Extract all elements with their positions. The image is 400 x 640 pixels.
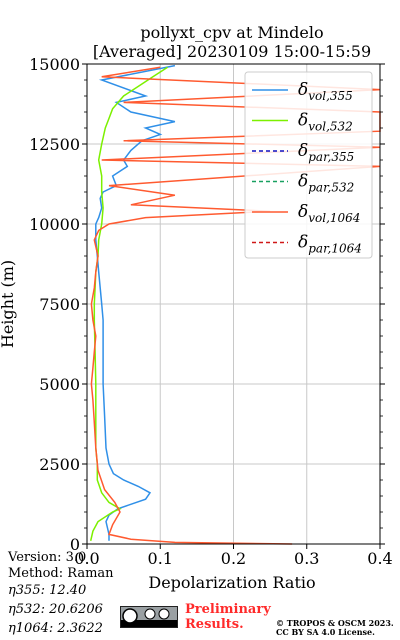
y-tick-label: 10000	[29, 215, 80, 234]
series-line-vol-1064	[90, 66, 381, 545]
x-tick-label: 0.1	[148, 549, 173, 568]
preliminary-line-1: Preliminary	[185, 602, 271, 617]
x-tick-label: 0.4	[367, 549, 392, 568]
chart-title: pollyxt_cpv at Mindelo	[140, 23, 323, 42]
legend-label: δpar,532	[298, 172, 354, 195]
preliminary-notice: Preliminary Results.	[185, 602, 271, 632]
y-tick-label: 7500	[39, 295, 80, 314]
legend-label: δpar,1064	[298, 233, 362, 256]
y-tick-label: 12500	[29, 135, 80, 154]
cc-license-logo	[120, 606, 178, 628]
x-axis-label: Depolarization Ratio	[148, 573, 315, 592]
y-tick-label: 15000	[29, 55, 80, 74]
series-lines	[89, 64, 381, 545]
legend-label: δvol,532	[298, 111, 353, 134]
series-line-vol-355	[95, 64, 176, 541]
legend: δvol,355 δvol,532 δpar,355 δpar,532 δvol,106…	[244, 71, 373, 259]
method-label: Method: Raman	[8, 566, 114, 581]
chart-subtitle: [Averaged] 20230109 15:00-15:59	[93, 42, 371, 61]
y-tick-label: 5000	[39, 375, 80, 394]
y-axis-label: Height (m)	[0, 260, 17, 348]
y-tick-label: 0	[70, 535, 80, 554]
copyright-line-2: CC BY SA 4.0 License.	[276, 627, 375, 637]
eta355-label: η355: 12.40	[8, 583, 87, 598]
legend-label: δvol,1064	[298, 202, 360, 225]
preliminary-line-2: Results.	[185, 617, 244, 632]
y-tick-label: 2500	[39, 455, 80, 474]
legend-label: δpar,355	[298, 141, 354, 164]
axis-ticks: 0.0 0.1 0.2 0.3 0.4 0 2500 5000 7500 10000 12500 15…	[29, 55, 393, 568]
x-tick-label: 0.2	[221, 549, 246, 568]
eta1064-label: η1064: 2.3622	[8, 621, 103, 636]
copyright-line-1: © TROPOS & OSCM 2023.	[276, 618, 394, 628]
eta532-label: η532: 20.6206	[8, 602, 103, 617]
x-tick-label: 0.3	[294, 549, 319, 568]
legend-label: δvol,355	[298, 80, 353, 103]
version-label: Version: 3.0	[8, 550, 87, 565]
x-tick-label: 0.0	[74, 549, 99, 568]
copyright-notice: © TROPOS & OSCM 2023. CC BY SA 4.0 Licen…	[276, 619, 394, 637]
